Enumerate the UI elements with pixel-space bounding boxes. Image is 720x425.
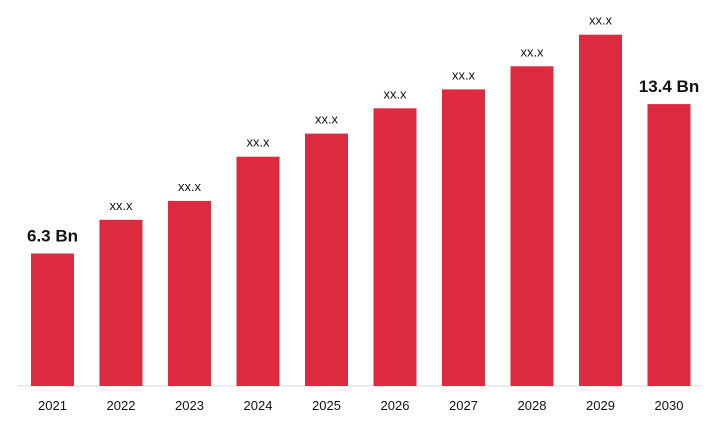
x-tick-2029: 2029	[586, 398, 615, 413]
x-tick-2026: 2026	[381, 398, 410, 413]
data-label-2026: xx.x	[383, 86, 407, 101]
data-label-2030: 13.4 Bn	[639, 77, 699, 96]
x-tick-2023: 2023	[175, 398, 204, 413]
bar-2025	[305, 133, 348, 386]
x-tick-2024: 2024	[244, 398, 273, 413]
x-tick-labels-group: 2021 2022 2023 2024 2025 2026 2027 2028 2029 2030	[38, 398, 683, 413]
bar-2030	[647, 104, 691, 386]
x-tick-2027: 2027	[449, 398, 478, 413]
data-label-2029: xx.x	[589, 13, 613, 28]
data-labels-group: 6.3 Bn xx.x xx.x xx.x xx.x xx.x xx.x xx.x xx.x 13…	[27, 13, 699, 246]
x-tick-2021: 2021	[38, 398, 67, 413]
x-tick-2022: 2022	[107, 398, 136, 413]
bar-2022	[99, 219, 143, 386]
bar-2024	[236, 156, 280, 386]
x-tick-2025: 2025	[312, 398, 341, 413]
bar-2027	[442, 89, 485, 387]
data-label-2028: xx.x	[520, 44, 544, 59]
x-tick-2030: 2030	[655, 398, 684, 413]
bars-group	[31, 34, 691, 387]
data-label-2021: 6.3 Bn	[27, 227, 78, 246]
data-label-2025: xx.x	[315, 112, 339, 127]
data-label-2023: xx.x	[178, 179, 202, 194]
bar-2029	[579, 34, 622, 386]
x-tick-2028: 2028	[518, 398, 547, 413]
bar-2021	[31, 253, 74, 386]
data-label-2024: xx.x	[246, 135, 270, 150]
bar-2028	[510, 66, 554, 387]
bar-2026	[373, 108, 417, 387]
data-label-2022: xx.x	[109, 198, 133, 213]
bar-2023	[168, 200, 211, 386]
data-label-2027: xx.x	[452, 67, 476, 82]
